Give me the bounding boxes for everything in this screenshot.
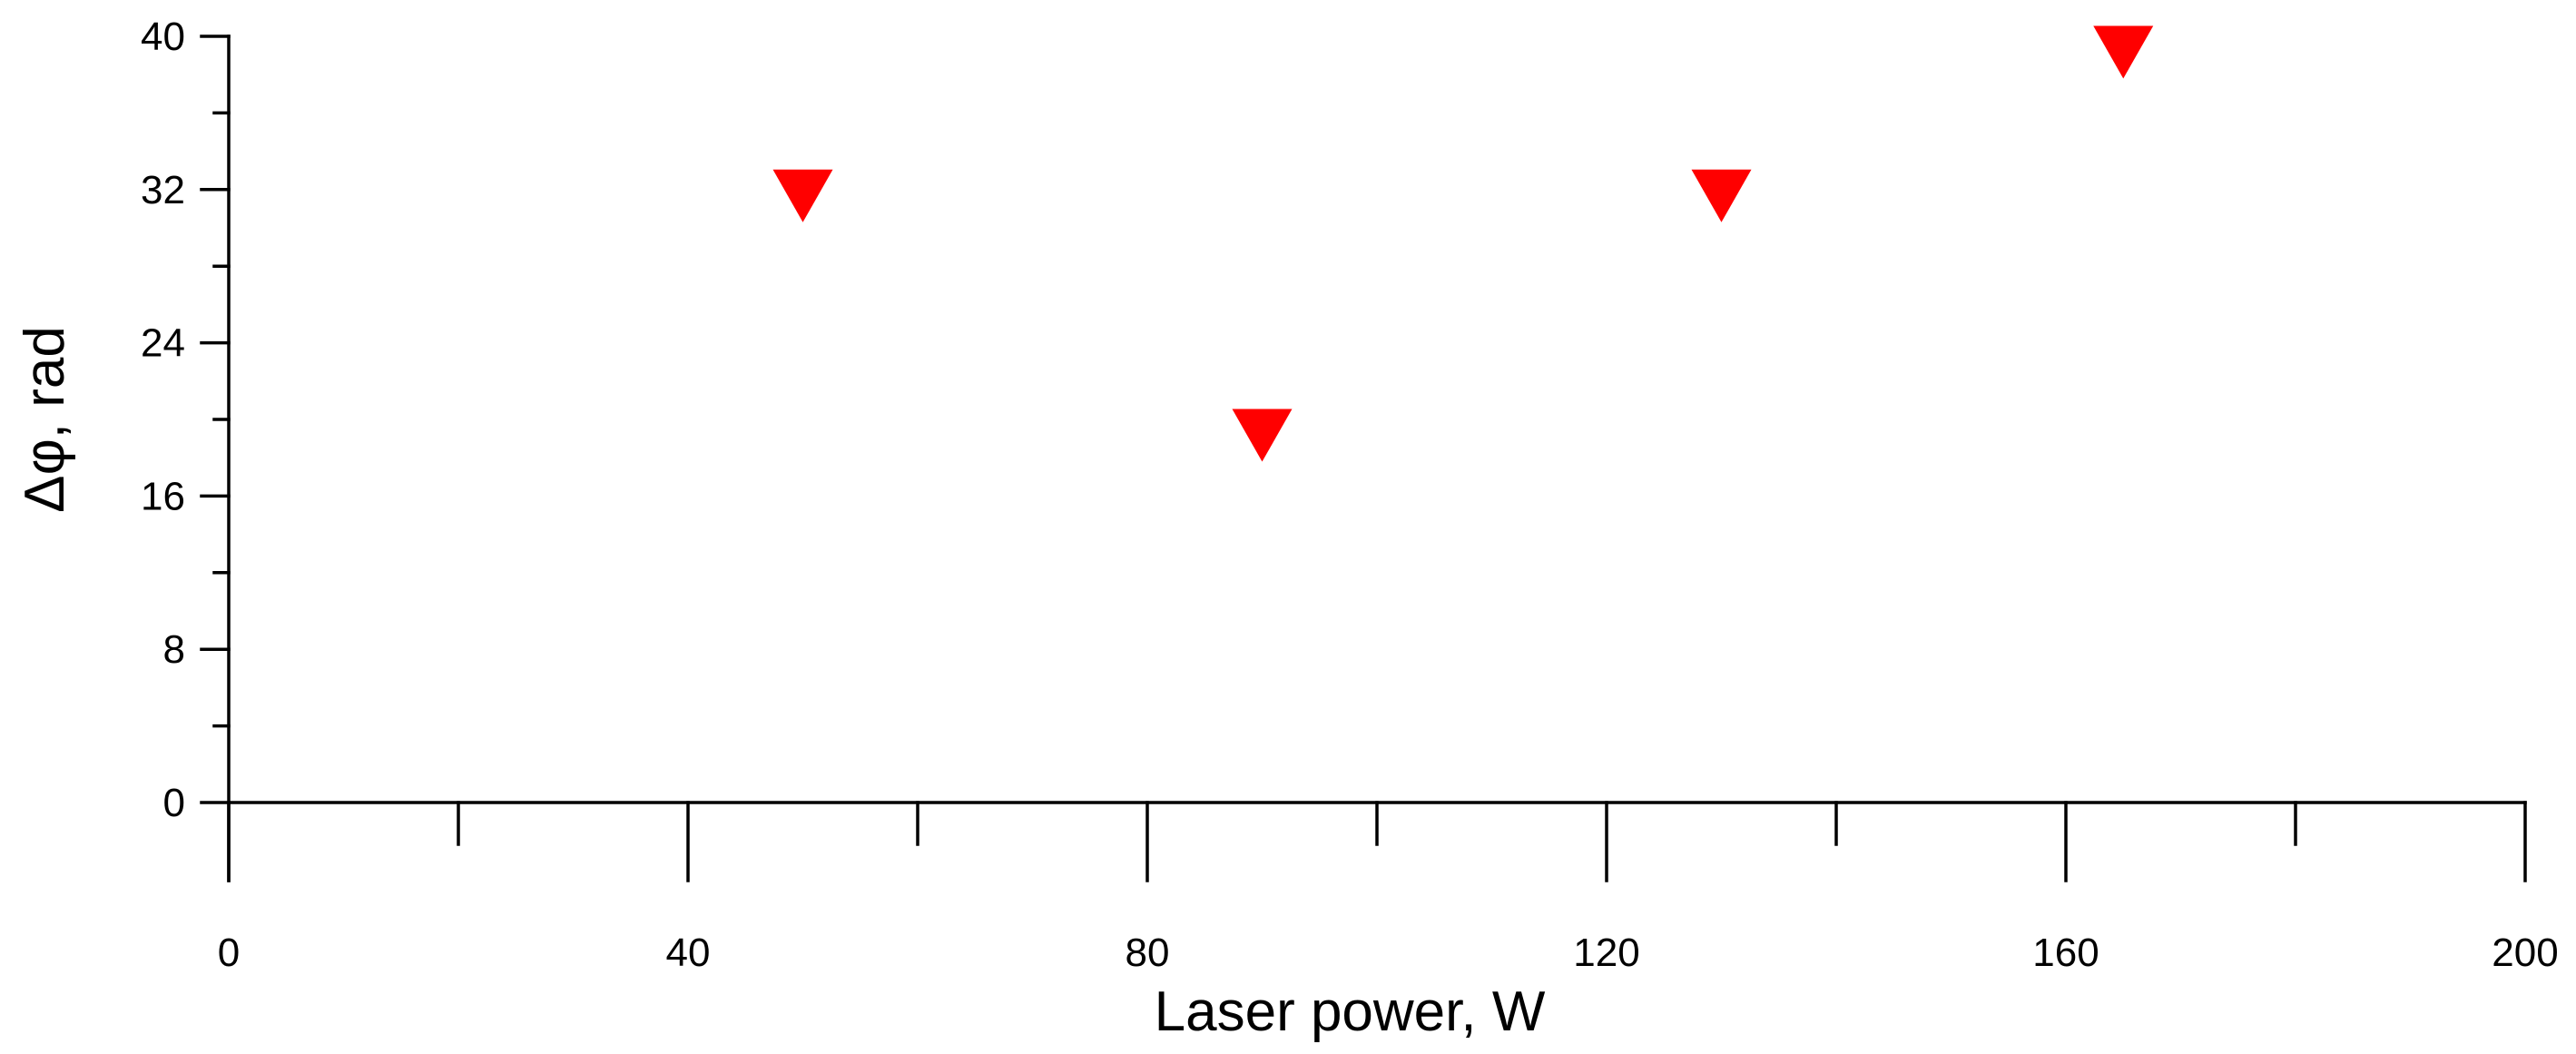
y-tick-label: 24 bbox=[141, 321, 185, 366]
ticks bbox=[200, 34, 2527, 882]
x-tick-label: 120 bbox=[1573, 931, 1639, 975]
x-axis-title: Laser power, W bbox=[1155, 980, 1546, 1043]
data-markers bbox=[772, 25, 2154, 462]
tick-labels: 0 8 16 24 32 40 0 40 80 120 160 200 bbox=[141, 15, 2559, 975]
axes bbox=[227, 34, 2527, 882]
data-point-marker bbox=[2093, 25, 2154, 79]
x-tick-label: 80 bbox=[1126, 931, 1170, 975]
x-tick-label: 40 bbox=[666, 931, 711, 975]
x-tick-label: 0 bbox=[218, 931, 240, 975]
data-point-marker bbox=[772, 169, 833, 222]
x-tick-label: 200 bbox=[2492, 931, 2558, 975]
y-tick-label: 40 bbox=[141, 15, 185, 59]
y-tick-label: 16 bbox=[141, 474, 185, 518]
data-point-marker bbox=[1691, 169, 1752, 222]
y-tick-label: 8 bbox=[163, 627, 185, 672]
data-point-marker bbox=[1232, 409, 1293, 462]
x-tick-label: 160 bbox=[2032, 931, 2099, 975]
y-tick-label: 0 bbox=[163, 781, 185, 825]
y-tick-label: 32 bbox=[141, 168, 185, 212]
y-axis-title: Δφ, rad bbox=[14, 326, 76, 513]
